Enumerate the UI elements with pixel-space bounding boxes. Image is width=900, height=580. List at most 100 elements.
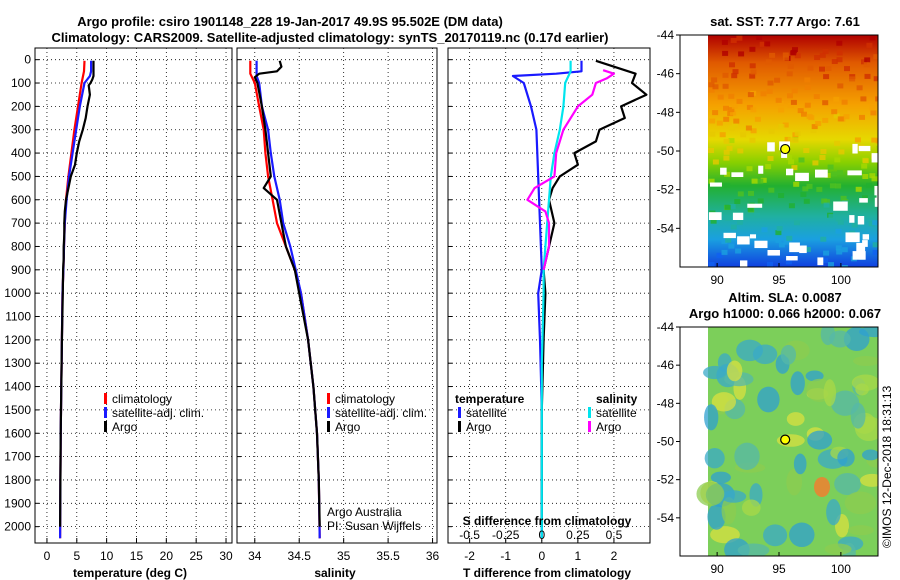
- legend-swatch-temp-satellite: [458, 407, 461, 418]
- sst-pixel: [782, 52, 789, 58]
- panel-frame: [236, 47, 438, 544]
- sst-cloud-gap: [817, 257, 824, 266]
- x-tick-label: -2: [464, 549, 475, 563]
- sst-pixel: [724, 171, 731, 177]
- sst-pixel: [717, 94, 724, 100]
- lon-tick-label: 90: [710, 273, 724, 287]
- sst-pixel: [783, 239, 790, 245]
- depth-tick-label: 1800: [4, 473, 31, 487]
- sla-texture: [696, 327, 878, 556]
- sla-anomaly-blob: [721, 497, 737, 525]
- sst-pixel: [837, 170, 843, 176]
- sst-pixel: [823, 250, 830, 256]
- sst-pixel: [767, 261, 773, 267]
- legend-swatch-argo: [327, 421, 330, 432]
- sst-pixel: [787, 102, 794, 108]
- sst-pixel: [873, 54, 878, 60]
- sst-pixel: [873, 76, 878, 82]
- legend-swatch-sal-argo: [588, 421, 591, 432]
- lat-tick-label: -50: [657, 144, 675, 158]
- sla-anomaly-blob: [814, 477, 830, 497]
- sst-pixel: [872, 220, 878, 226]
- lat-tick-label: -48: [657, 105, 675, 119]
- sst-pixel: [778, 242, 785, 248]
- sst-pixel: [724, 182, 731, 188]
- lon-tick-label: 100: [831, 562, 851, 576]
- sst-pixel: [708, 178, 715, 184]
- sla-anomaly-blob: [826, 498, 841, 526]
- panel-frame: [447, 47, 651, 544]
- legend-label-sal-satellite: satellite: [596, 406, 637, 420]
- sst-pixel: [728, 138, 735, 144]
- sst-cloud-gap: [862, 234, 870, 240]
- sst-pixel: [869, 105, 876, 111]
- sst-pixel: [736, 98, 743, 104]
- sst-pixel: [729, 62, 735, 68]
- sst-cloud-gap: [737, 236, 750, 245]
- depth-tick-label: 600: [11, 193, 31, 207]
- sst-pixel: [871, 137, 878, 143]
- sst-pixel: [750, 128, 757, 134]
- series-temperature-satellite-line: [511, 60, 583, 539]
- sst-pixel: [733, 118, 740, 124]
- sla-map-axes: -44 -46 -48 -50 -52 -54 90 95 100: [657, 320, 879, 576]
- sst-pixel: [759, 41, 766, 47]
- depth-tick-label: 900: [11, 263, 31, 277]
- sst-pixel: [710, 218, 717, 224]
- sst-pixel: [712, 159, 719, 165]
- sst-cloud-gap: [847, 170, 862, 176]
- depth-tick-label: 1900: [4, 496, 31, 510]
- sla-anomaly-blob: [843, 327, 870, 351]
- sst-pixel: [844, 66, 850, 72]
- sst-pixel: [815, 121, 822, 126]
- sst-pixel: [855, 186, 862, 192]
- temperature-legend: climatology satellite-adj. clim. Argo: [104, 392, 204, 434]
- sst-pixel: [793, 220, 800, 226]
- series-salinity-argo-line: [526, 69, 616, 271]
- sst-pixel: [712, 84, 719, 90]
- sst-pixel: [729, 204, 736, 209]
- sst-pixel: [722, 72, 729, 78]
- sst-pixel: [849, 76, 856, 82]
- lat-tick-label: -48: [657, 396, 675, 410]
- sst-pixel: [870, 110, 877, 116]
- legend-title-salinity: salinity: [596, 392, 638, 406]
- legend-label-satellite: satellite-adj. clim.: [112, 406, 204, 420]
- x-tick-label: 34: [248, 549, 262, 563]
- sst-cloud-gap: [734, 214, 741, 220]
- sst-pixel: [827, 164, 834, 170]
- sst-pixel: [800, 191, 807, 197]
- legend-title-temperature: temperature: [455, 392, 525, 406]
- legend-label-argo: Argo: [112, 420, 138, 434]
- sst-texture: [708, 35, 878, 267]
- legend-swatch-argo: [104, 421, 107, 432]
- sst-pixel: [819, 66, 825, 72]
- sst-pixel: [764, 41, 771, 47]
- sst-pixel: [761, 227, 768, 233]
- sst-pixel: [723, 149, 730, 155]
- sst-pixel: [864, 57, 871, 63]
- sst-pixel: [859, 114, 865, 120]
- sst-pixel: [740, 132, 747, 138]
- sst-pixel: [791, 165, 798, 171]
- sst-pixel: [875, 96, 878, 102]
- lat-tick-label: -54: [657, 221, 675, 235]
- legend-swatch-temp-argo: [458, 421, 461, 432]
- s-diff-tick-label: 0.5: [606, 528, 623, 542]
- depth-tick-label: 0: [24, 53, 31, 67]
- sst-pixel: [730, 110, 737, 116]
- sst-cloud-gap: [815, 169, 828, 178]
- sla-anomaly-blob: [696, 481, 725, 507]
- sst-pixel: [709, 131, 716, 137]
- x-tick-label: 35.5: [376, 549, 400, 563]
- sst-cloud-gap: [795, 172, 809, 182]
- legend-label-satellite: satellite-adj. clim.: [335, 406, 427, 420]
- sla-anomaly-blob: [855, 383, 869, 396]
- depth-tick-label: 1500: [4, 403, 31, 417]
- sla-map-title-line2: Argo h1000: 0.066 h2000: 0.067: [689, 306, 881, 321]
- x-tick-label: 30: [219, 549, 233, 563]
- sst-pixel: [749, 137, 756, 143]
- x-tick-label: 0: [538, 549, 545, 563]
- depth-tick-label: 400: [11, 146, 31, 160]
